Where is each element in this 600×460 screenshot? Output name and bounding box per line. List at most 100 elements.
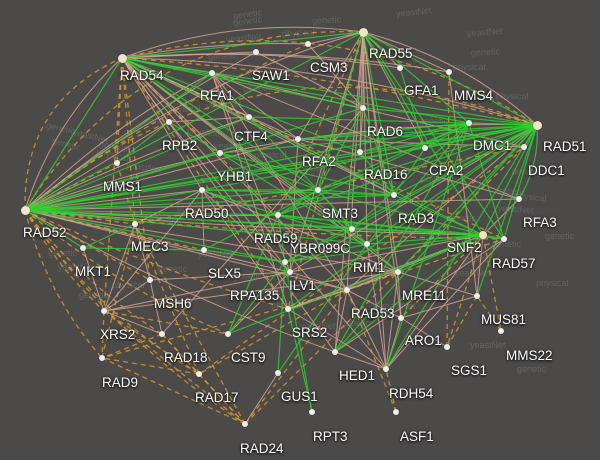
edge-yeastNet[interactable] — [121, 57, 538, 126]
node-dot[interactable] — [466, 120, 472, 126]
edge-physical[interactable] — [244, 372, 279, 425]
edge-genetic[interactable] — [134, 223, 246, 425]
edge-physical[interactable] — [397, 271, 402, 319]
edge-yeastNet[interactable] — [277, 261, 286, 374]
edge-physical[interactable] — [134, 223, 151, 281]
edge-physical[interactable] — [24, 116, 250, 211]
edge-yeastNet[interactable] — [317, 189, 395, 196]
edge-genetic[interactable] — [446, 234, 484, 348]
edge-physical[interactable] — [385, 238, 505, 370]
edge-yeastNet[interactable] — [362, 31, 395, 196]
edge-yeastNet[interactable] — [317, 122, 470, 191]
edge-physical[interactable] — [121, 53, 450, 73]
edge-yeastNet[interactable] — [362, 31, 538, 126]
edge-physical[interactable] — [168, 121, 291, 273]
edge-physical[interactable] — [24, 72, 213, 211]
edge-yeastNet[interactable] — [399, 67, 426, 149]
node-dot[interactable] — [498, 328, 504, 334]
edge-yeastNet[interactable] — [82, 247, 205, 251]
edge-physical[interactable] — [24, 51, 257, 211]
edge-genetic[interactable] — [244, 289, 348, 425]
edge-yeastNet[interactable] — [219, 152, 368, 245]
edge-yeastNet[interactable] — [24, 57, 123, 211]
edge-physical[interactable] — [362, 31, 387, 370]
edge-yeastNet[interactable] — [334, 122, 470, 353]
edge-genetic[interactable] — [24, 86, 538, 211]
edge-physical[interactable] — [211, 72, 299, 140]
edge-yeastNet[interactable] — [24, 209, 286, 263]
edge-yeastNet[interactable] — [248, 116, 538, 126]
edge-genetic[interactable] — [287, 31, 364, 310]
edge-physical[interactable] — [24, 209, 399, 273]
edge-yeastNet[interactable] — [287, 124, 538, 310]
edge-physical[interactable] — [103, 310, 163, 335]
edge-genetic[interactable] — [24, 209, 289, 310]
edge-physical[interactable] — [482, 198, 520, 236]
edge-yeastNet[interactable] — [397, 124, 538, 273]
edge-yeastNet[interactable] — [277, 214, 368, 245]
node-dot[interactable] — [446, 69, 452, 75]
node-dot[interactable] — [315, 187, 321, 193]
edge-yeastNet[interactable] — [121, 57, 353, 230]
edge-physical[interactable] — [24, 189, 203, 211]
edge-yeastNet[interactable] — [518, 124, 538, 200]
node-dot[interactable] — [332, 349, 338, 355]
edge-physical[interactable] — [121, 57, 299, 140]
edge-genetic[interactable] — [24, 30, 364, 211]
node-dot[interactable] — [391, 192, 397, 198]
edge-yeastNet[interactable] — [116, 121, 170, 164]
edge-yeastNet[interactable] — [277, 124, 538, 216]
edge-genetic[interactable] — [121, 57, 538, 126]
edge-yeastNet[interactable] — [317, 31, 364, 191]
edge-yeastNet[interactable] — [248, 116, 319, 191]
edge-yeastNet[interactable] — [362, 107, 395, 196]
edge-yeastNet[interactable] — [201, 189, 395, 196]
node-dot[interactable] — [397, 65, 403, 71]
node-dot[interactable] — [201, 247, 207, 253]
edge-yeastNet[interactable] — [24, 151, 361, 211]
edge-yeastNet[interactable] — [24, 194, 395, 211]
edge-yeastNet[interactable] — [277, 243, 368, 374]
edge-physical[interactable] — [168, 116, 250, 123]
node-dot[interactable] — [422, 145, 428, 151]
edge-yeastNet[interactable] — [366, 124, 538, 245]
edge-physical[interactable] — [161, 107, 364, 335]
edge-physical[interactable] — [201, 189, 291, 273]
edge-physical[interactable] — [287, 308, 387, 370]
edge-yeastNet[interactable] — [284, 124, 538, 263]
node-dot[interactable] — [246, 114, 252, 120]
node-dot[interactable] — [196, 371, 202, 377]
edge-physical[interactable] — [255, 51, 364, 109]
node-dot[interactable] — [357, 149, 363, 155]
node-dot[interactable] — [501, 236, 507, 242]
edge-yeastNet[interactable] — [476, 124, 538, 297]
edge-physical[interactable] — [400, 295, 478, 319]
edge-physical[interactable] — [362, 31, 538, 126]
edge-yeastNet[interactable] — [317, 189, 484, 236]
edge-physical[interactable] — [400, 317, 448, 348]
node-dot[interactable] — [398, 315, 404, 321]
edge-yeastNet[interactable] — [362, 31, 470, 124]
edge-physical[interactable] — [359, 31, 364, 153]
node-dot[interactable] — [159, 331, 165, 337]
edge-yeastNet[interactable] — [366, 243, 399, 273]
edge-yeastNet[interactable] — [362, 31, 484, 236]
edge-physical[interactable] — [211, 72, 250, 118]
edge-yeastNet[interactable] — [121, 57, 319, 191]
node-dot[interactable] — [383, 366, 389, 372]
edge-yeastNet[interactable] — [219, 152, 395, 196]
edge-genetic[interactable] — [244, 146, 525, 425]
node-dot[interactable] — [209, 70, 215, 76]
edge-yeastNet[interactable] — [284, 234, 484, 263]
node-dot[interactable] — [242, 421, 248, 427]
edge-genetic[interactable] — [385, 368, 397, 413]
edge-genetic[interactable] — [103, 310, 200, 375]
edge-genetic[interactable] — [346, 289, 397, 413]
node-dot[interactable] — [253, 49, 259, 55]
node-dot[interactable] — [147, 277, 153, 283]
node-dot[interactable] — [532, 120, 542, 130]
edge-genetic[interactable] — [101, 310, 105, 359]
node-dot[interactable] — [393, 409, 399, 415]
edge-physical[interactable] — [103, 271, 399, 312]
edge-physical[interactable] — [334, 238, 505, 353]
